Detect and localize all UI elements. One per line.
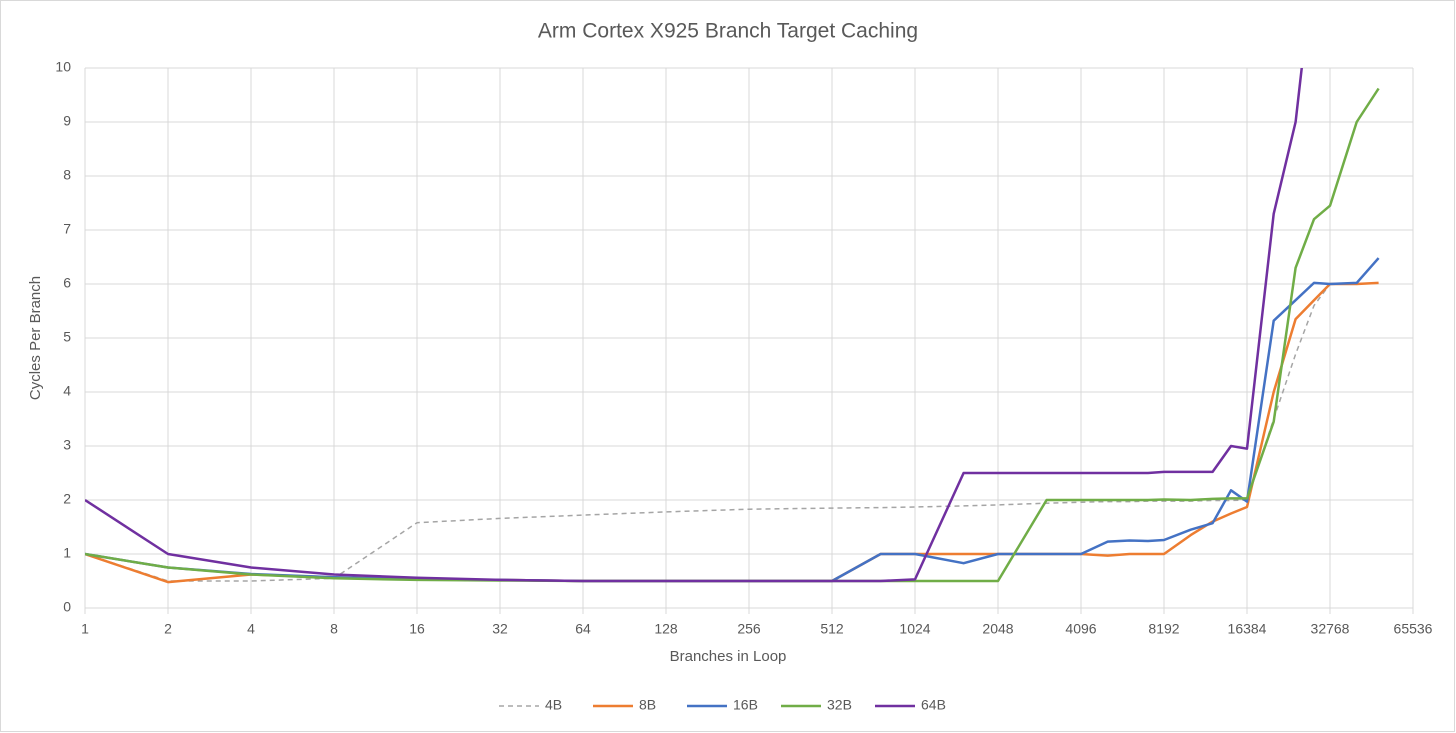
legend-label: 4B xyxy=(545,697,562,713)
x-tick-label: 256 xyxy=(737,621,761,637)
x-tick-label: 2 xyxy=(164,621,172,637)
x-axis-label: Branches in Loop xyxy=(670,648,787,665)
legend-label: 16B xyxy=(733,697,758,713)
y-tick-label: 9 xyxy=(63,113,71,129)
y-tick-label: 8 xyxy=(63,167,71,183)
x-tick-label: 128 xyxy=(654,621,678,637)
x-tick-label: 65536 xyxy=(1394,621,1433,637)
series-line xyxy=(85,68,1303,583)
y-tick-label: 10 xyxy=(55,59,71,75)
y-tick-label: 0 xyxy=(63,599,71,615)
y-tick-label: 5 xyxy=(63,329,71,345)
y-tick-label: 2 xyxy=(63,491,71,507)
legend-label: 32B xyxy=(827,697,852,713)
x-tick-label: 8 xyxy=(330,621,338,637)
x-tick-label: 32768 xyxy=(1311,621,1350,637)
x-tick-label: 1024 xyxy=(899,621,930,637)
y-tick-label: 4 xyxy=(63,383,71,399)
plot xyxy=(85,68,1380,584)
x-tick-label: 16 xyxy=(409,621,425,637)
x-tick-label: 8192 xyxy=(1148,621,1179,637)
y-tick-label: 3 xyxy=(63,437,71,453)
y-tick-label: 6 xyxy=(63,275,71,291)
y-axis-label: Cycles Per Branch xyxy=(27,276,44,400)
chart-title: Arm Cortex X925 Branch Target Caching xyxy=(538,20,918,43)
x-tick-label: 64 xyxy=(575,621,591,637)
legend-label: 8B xyxy=(639,697,656,713)
series-line xyxy=(85,283,1331,582)
x-tick-label: 4096 xyxy=(1065,621,1096,637)
x-tick-label: 32 xyxy=(492,621,508,637)
y-tick-label: 1 xyxy=(63,545,71,561)
y-tick-label: 7 xyxy=(63,221,71,237)
x-tick-label: 512 xyxy=(820,621,844,637)
x-tick-label: 1 xyxy=(81,621,89,637)
x-tick-label: 16384 xyxy=(1228,621,1267,637)
legend-label: 64B xyxy=(921,697,946,713)
x-tick-label: 2048 xyxy=(982,621,1013,637)
x-tick-label: 4 xyxy=(247,621,255,637)
